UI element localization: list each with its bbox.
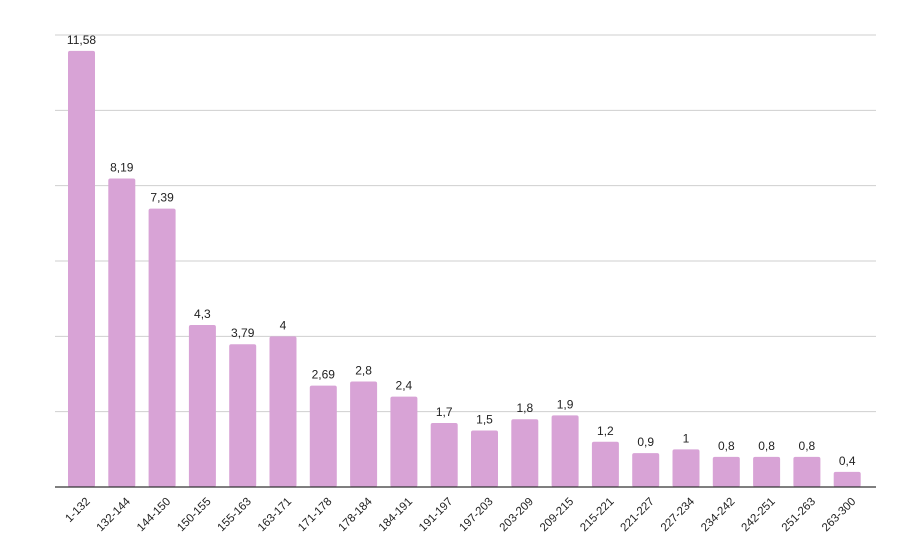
x-tick-label: 242-251 (739, 496, 777, 534)
bar-150-155 (188, 325, 216, 487)
bar-221-227 (632, 453, 660, 487)
value-label: 0,8 (718, 439, 735, 453)
bar-242-251 (753, 456, 781, 487)
bar-155-163 (229, 344, 257, 487)
x-tick-label: 171-178 (296, 496, 334, 534)
value-label: 1,5 (476, 413, 493, 427)
value-labels: 11,58 8,19 7,39 4,3 3,79 4 2,69 2,8 2,4 1,7 1,5 1,8… (67, 33, 856, 468)
value-label: 3,79 (231, 326, 255, 340)
value-label: 0,8 (799, 439, 816, 453)
x-tick-label: 263-300 (820, 496, 858, 534)
bar-197-203 (471, 430, 498, 487)
value-label: 2,69 (312, 368, 336, 382)
x-tick-label: 132-144 (95, 495, 134, 534)
x-tick-label: 234-242 (699, 496, 737, 534)
value-label: 2,4 (396, 379, 413, 393)
bar-263-300 (833, 471, 861, 487)
bar-251-263 (793, 456, 821, 487)
x-tick-label: 203-209 (498, 496, 536, 534)
bar-227-234 (672, 449, 700, 487)
x-tick-labels: 1-132 132-144 144-150 150-155 155-163 163-171… (63, 495, 858, 534)
x-tick-label: 1-132 (63, 496, 92, 525)
x-tick-label: 209-215 (538, 496, 576, 534)
x-tick-label: 150-155 (175, 496, 213, 534)
x-tick-label: 163-171 (256, 496, 294, 534)
bar-203-209 (511, 419, 539, 487)
x-tick-label: 215-221 (578, 496, 616, 534)
value-label: 7,39 (150, 191, 174, 205)
value-label: 0,8 (758, 439, 775, 453)
x-tick-label: 184-191 (377, 496, 415, 534)
bar-234-242 (712, 456, 740, 487)
bar-144-150 (148, 208, 176, 488)
gridlines (55, 34, 876, 413)
bars (68, 50, 861, 488)
bar-178-184 (350, 381, 378, 487)
x-tick-label: 155-163 (216, 496, 254, 534)
bar-132-144 (108, 178, 136, 487)
x-tick-label: 197-203 (457, 496, 495, 534)
x-tick-label: 221-227 (619, 496, 657, 534)
value-label: 1,7 (436, 405, 453, 419)
x-tick-label: 251-263 (780, 496, 818, 534)
value-label: 1,8 (516, 401, 533, 415)
value-label: 1,9 (557, 397, 574, 411)
bar-184-191 (390, 396, 418, 487)
value-label: 1,2 (597, 424, 614, 438)
bar-215-221 (591, 441, 619, 487)
bar-171-178 (309, 385, 337, 487)
bar-1-132 (68, 50, 95, 487)
x-tick-label: 191-197 (417, 496, 455, 534)
bar-163-171 (269, 336, 297, 487)
value-label: 2,8 (355, 364, 372, 378)
value-label: 4 (280, 318, 287, 332)
value-label: 1 (683, 431, 690, 445)
value-label: 0,4 (839, 454, 856, 468)
bar-191-197 (430, 422, 458, 487)
x-tick-label: 178-184 (336, 495, 375, 534)
x-tick-label: 144-150 (135, 496, 173, 534)
x-tick-label: 227-234 (659, 495, 698, 534)
value-label: 0,9 (637, 435, 654, 449)
value-label: 11,58 (67, 33, 96, 47)
bar-209-215 (551, 415, 579, 487)
value-label: 4,3 (194, 307, 211, 321)
value-label: 8,19 (110, 161, 134, 175)
